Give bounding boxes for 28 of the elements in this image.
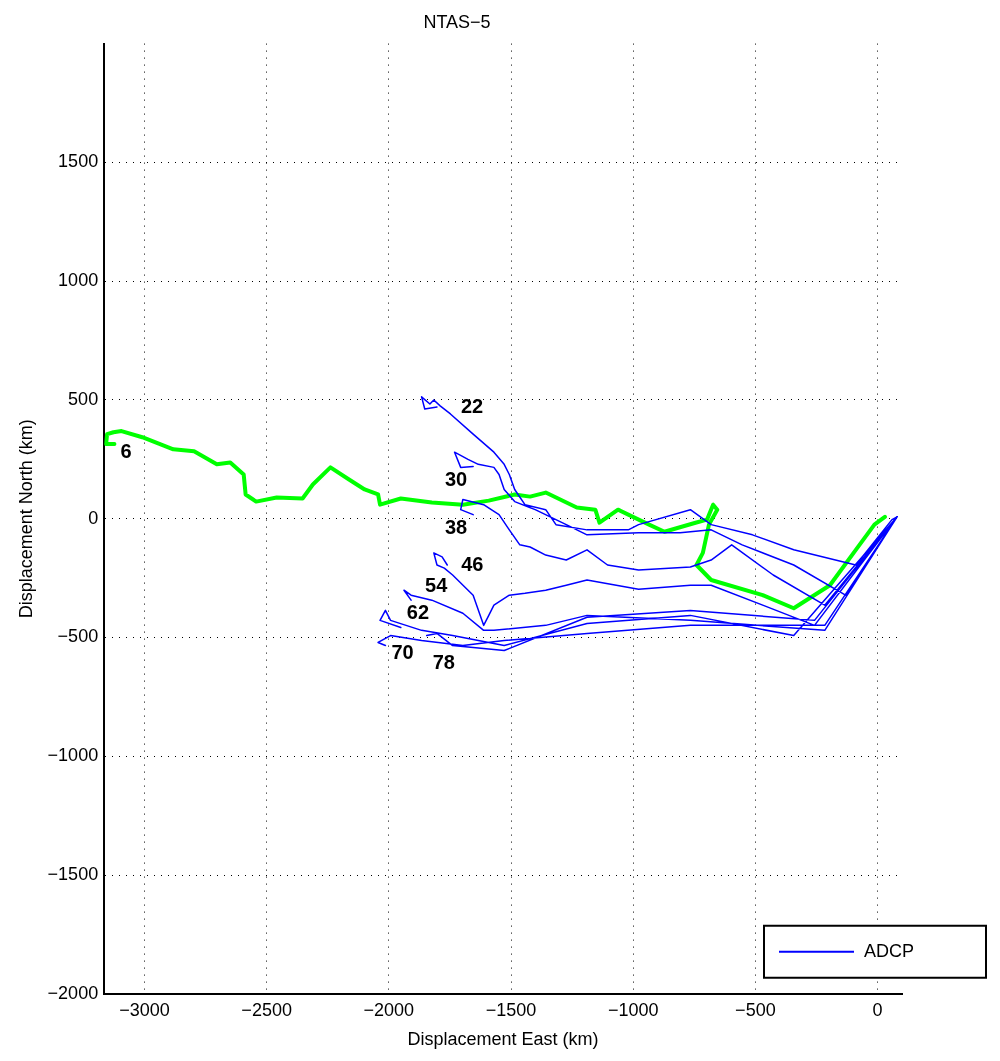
x-tick-label: −500 [735, 999, 776, 1020]
x-tick-label: −2500 [241, 999, 292, 1020]
annotation: 22 [460, 394, 484, 417]
x-tick-label: −1500 [485, 999, 537, 1020]
y-tick-label: 1500 [58, 151, 99, 172]
x-tick-label: −2000 [363, 999, 415, 1020]
legend-label: ADCP [864, 940, 915, 961]
y-tick-label: 500 [68, 388, 99, 409]
y-tick-label: −2000 [47, 982, 99, 1003]
chart-title: NTAS−5 [423, 11, 491, 32]
x-tick-label: −1000 [607, 999, 659, 1020]
y-tick-label: 1000 [58, 270, 99, 291]
annotation: 62 [406, 601, 430, 624]
annotation: 6 [120, 439, 132, 462]
x-axis-title: Displacement East (km) [407, 1029, 599, 1050]
annotation: 30 [444, 467, 468, 490]
annotation: 78 [432, 651, 455, 674]
x-tick-label: 0 [872, 999, 883, 1020]
y-tick-label: −1000 [47, 745, 99, 766]
annotation: 54 [425, 573, 449, 596]
x-tick-label: −3000 [119, 999, 170, 1020]
annotation: 46 [461, 552, 484, 575]
y-tick-label: 0 [88, 507, 99, 528]
annotation: 70 [391, 641, 414, 664]
y-axis-title: Displacement North (km) [15, 419, 36, 619]
annotation: 38 [444, 516, 468, 539]
y-tick-label: −500 [57, 626, 99, 647]
y-tick-label: −1500 [47, 863, 99, 884]
